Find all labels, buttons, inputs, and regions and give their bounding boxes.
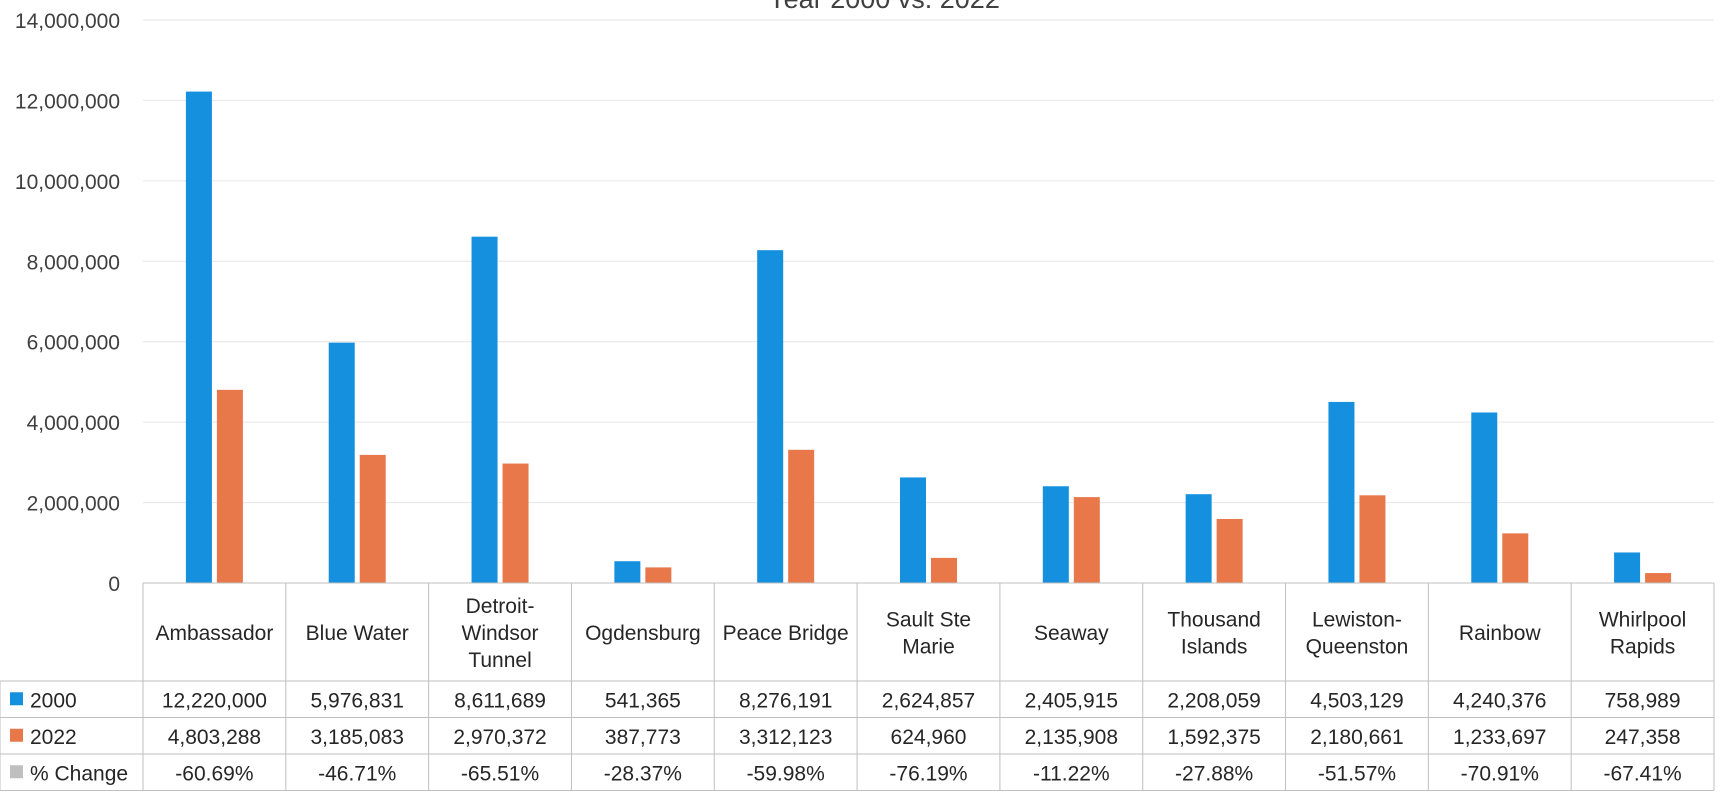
x-tick-label: Whirlpool Rapids bbox=[1599, 609, 1687, 659]
legend-label: 2022 bbox=[30, 726, 77, 749]
data-label: -65.51% bbox=[461, 762, 539, 785]
bar-2022 bbox=[1216, 518, 1243, 583]
legend-swatch bbox=[10, 692, 23, 706]
data-label: -59.98% bbox=[747, 762, 825, 785]
y-tick-label: 4,000,000 bbox=[27, 412, 120, 435]
x-tick-label: Ambassador bbox=[155, 622, 273, 645]
data-label: 1,233,697 bbox=[1453, 726, 1546, 749]
data-label: 624,960 bbox=[891, 726, 967, 749]
bar-2000 bbox=[1185, 494, 1212, 583]
x-tick-label: Ogdensburg bbox=[585, 622, 701, 645]
bar-2022 bbox=[788, 449, 815, 583]
bar-2022 bbox=[645, 567, 672, 583]
x-tick-label: Rainbow bbox=[1459, 622, 1542, 645]
bar-2000 bbox=[471, 236, 498, 583]
data-label: 2,405,915 bbox=[1025, 689, 1118, 712]
data-label: -28.37% bbox=[604, 762, 682, 785]
y-tick-label: 14,000,000 bbox=[15, 10, 120, 33]
data-label: -67.41% bbox=[1603, 762, 1681, 785]
x-tick-label: Seaway bbox=[1034, 622, 1109, 645]
data-label: -76.19% bbox=[889, 762, 967, 785]
bar-2000 bbox=[1042, 486, 1069, 583]
data-label: -46.71% bbox=[318, 762, 396, 785]
x-tick-label: Blue Water bbox=[306, 622, 409, 645]
x-tick-label: Lewiston-Queenston bbox=[1306, 609, 1409, 659]
chart-title: Year 2000 vs. 2022 bbox=[768, 0, 1000, 14]
data-label: -11.22% bbox=[1033, 762, 1110, 785]
bar-2022 bbox=[931, 557, 957, 583]
y-tick-label: 6,000,000 bbox=[27, 332, 120, 355]
data-label: 8,611,689 bbox=[454, 689, 546, 712]
bar-2000 bbox=[900, 477, 926, 583]
x-tick-label: Detroit-Windsor Tunnel bbox=[462, 595, 539, 672]
data-label: 2,135,908 bbox=[1025, 726, 1118, 749]
bar-2000 bbox=[1614, 552, 1641, 583]
bar-2022 bbox=[1359, 495, 1386, 583]
legend-swatch bbox=[10, 765, 23, 779]
data-label: 5,976,831 bbox=[311, 689, 404, 712]
bar-2000 bbox=[614, 561, 641, 583]
y-tick-label: 2,000,000 bbox=[27, 493, 120, 516]
x-tick-label: Sault Ste Marie bbox=[886, 609, 971, 659]
legend-swatch bbox=[10, 728, 23, 742]
legend-label: 2000 bbox=[30, 689, 77, 712]
data-label: 2,624,857 bbox=[882, 689, 975, 712]
bar-2000 bbox=[185, 91, 212, 584]
data-label: -60.69% bbox=[175, 762, 253, 785]
bar-2000 bbox=[1328, 401, 1355, 583]
y-tick-label: 0 bbox=[108, 573, 120, 596]
x-tick-label: Thousand Islands bbox=[1167, 609, 1260, 659]
data-label: 387,773 bbox=[605, 726, 681, 749]
data-label: 4,503,129 bbox=[1310, 689, 1403, 712]
data-label: 758,989 bbox=[1605, 689, 1681, 712]
data-label: -27.88% bbox=[1175, 762, 1253, 785]
data-table: Ambassador Blue Water Detroit-Windsor Tunne… bbox=[0, 582, 1715, 791]
y-tick-label: 10,000,000 bbox=[15, 171, 120, 194]
data-label: -70.91% bbox=[1461, 762, 1539, 785]
y-tick-label: 12,000,000 bbox=[15, 90, 120, 113]
bar-2022 bbox=[1502, 533, 1529, 583]
data-label: -51.57% bbox=[1318, 762, 1396, 785]
bars bbox=[185, 91, 1672, 584]
data-label: 541,365 bbox=[605, 689, 681, 712]
bar-2022 bbox=[359, 454, 386, 583]
legend-label: % Change bbox=[30, 762, 128, 785]
data-label: 12,220,000 bbox=[162, 689, 267, 712]
bar-2022 bbox=[502, 463, 529, 583]
data-label: 2,970,372 bbox=[453, 726, 546, 749]
x-tick-label: Peace Bridge bbox=[723, 622, 849, 645]
bar-2000 bbox=[1471, 412, 1498, 583]
bar-2000 bbox=[328, 342, 355, 583]
y-axis: 0 2,000,000 4,000,000 6,000,000 8,000,000 10,… bbox=[15, 10, 120, 596]
data-label: 3,312,123 bbox=[739, 726, 832, 749]
gridlines bbox=[143, 19, 1714, 504]
data-label: 2,180,661 bbox=[1310, 726, 1403, 749]
data-label: 3,185,083 bbox=[311, 726, 404, 749]
y-tick-label: 8,000,000 bbox=[27, 251, 120, 274]
data-label: 8,276,191 bbox=[739, 689, 832, 712]
data-label: 1,592,375 bbox=[1167, 726, 1260, 749]
bar-2022 bbox=[216, 389, 243, 583]
data-label: 247,358 bbox=[1605, 726, 1681, 749]
bar-2022 bbox=[1645, 573, 1672, 583]
data-label: 2,208,059 bbox=[1167, 689, 1260, 712]
data-label: 4,803,288 bbox=[168, 726, 261, 749]
bar-2000 bbox=[757, 250, 784, 583]
bar-2022 bbox=[1073, 497, 1100, 583]
data-label: 4,240,376 bbox=[1453, 689, 1546, 712]
